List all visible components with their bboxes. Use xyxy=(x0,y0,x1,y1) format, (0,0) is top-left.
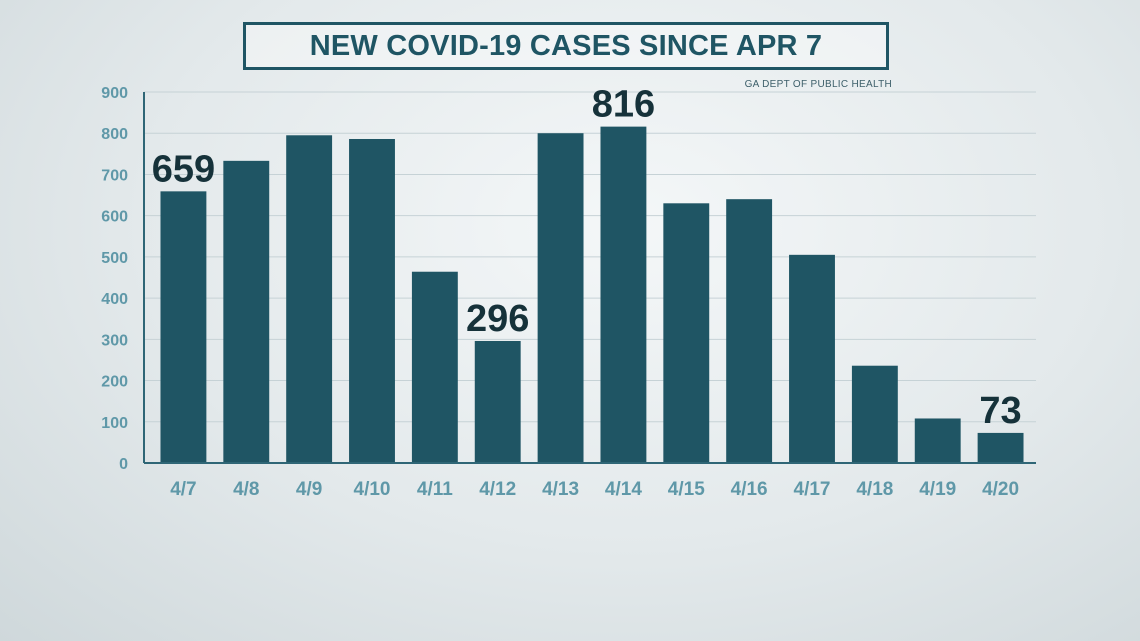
bar xyxy=(537,133,584,463)
x-tick-label: 4/14 xyxy=(605,479,642,500)
bar xyxy=(474,340,521,463)
bar xyxy=(600,126,647,464)
chart-title-box: NEW COVID-19 CASES SINCE APR 7 xyxy=(243,22,889,70)
x-tick-label: 4/18 xyxy=(856,479,893,500)
y-tick-label: 300 xyxy=(101,332,128,349)
x-tick-label: 4/10 xyxy=(354,479,391,500)
x-tick-label: 4/7 xyxy=(170,479,196,500)
y-tick-label: 200 xyxy=(101,374,128,391)
bar xyxy=(160,191,207,463)
bar xyxy=(411,271,458,463)
x-tick-label: 4/15 xyxy=(668,479,705,500)
y-tick-label: 800 xyxy=(101,126,128,143)
source-credit: GA DEPT OF PUBLIC HEALTH xyxy=(744,79,892,90)
bar xyxy=(977,432,1024,463)
y-tick-label: 600 xyxy=(101,209,128,226)
x-tick-label: 4/20 xyxy=(982,479,1019,500)
bar xyxy=(663,203,710,464)
data-label: 659 xyxy=(152,148,215,190)
y-tick-label: 100 xyxy=(101,415,128,432)
y-tick-label: 700 xyxy=(101,167,128,184)
x-tick-label: 4/13 xyxy=(542,479,579,500)
x-tick-label: 4/8 xyxy=(233,479,259,500)
x-tick-label: 4/9 xyxy=(296,479,322,500)
bar xyxy=(223,160,270,463)
bar xyxy=(789,254,835,463)
y-tick-label: 0 xyxy=(119,456,128,473)
data-label: 296 xyxy=(466,298,529,340)
y-tick-label: 900 xyxy=(101,85,128,102)
y-tick-label: 400 xyxy=(101,291,128,308)
y-tick-label: 500 xyxy=(101,250,128,267)
x-tick-label: 4/16 xyxy=(731,479,768,500)
data-label: 73 xyxy=(979,390,1021,432)
x-tick-label: 4/12 xyxy=(479,479,516,500)
x-tick-label: 4/11 xyxy=(417,479,453,500)
chart-title: NEW COVID-19 CASES SINCE APR 7 xyxy=(309,29,823,62)
bar xyxy=(349,138,395,463)
x-tick-label: 4/19 xyxy=(919,479,956,500)
bar xyxy=(286,135,333,464)
bar xyxy=(726,199,773,463)
bar xyxy=(851,365,898,463)
data-label: 816 xyxy=(592,84,655,126)
bar xyxy=(914,418,961,463)
x-tick-label: 4/17 xyxy=(794,479,831,500)
